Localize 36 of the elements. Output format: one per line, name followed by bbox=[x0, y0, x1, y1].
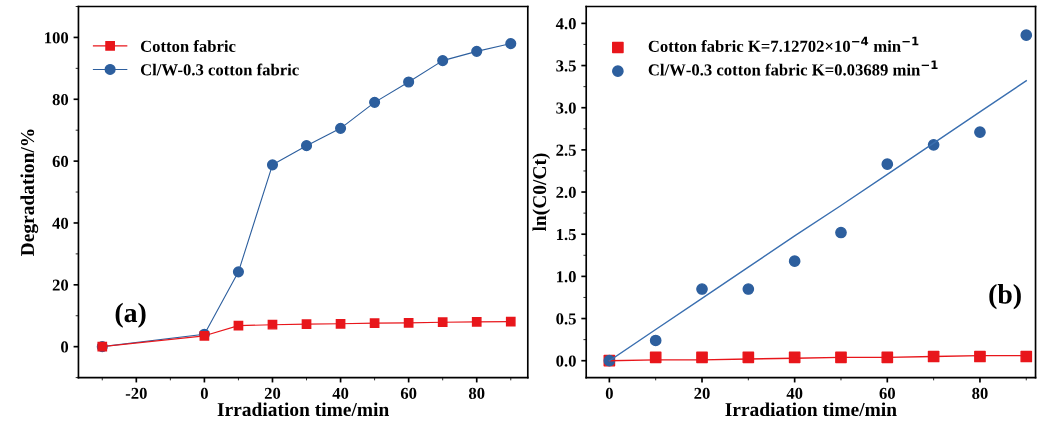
y-tick-label: 1.5 bbox=[556, 228, 576, 241]
y-tick-label: 20 bbox=[52, 279, 69, 291]
y-tick-label: 0 bbox=[61, 341, 69, 353]
legend-label: Cotton fabric K=7.12702×10$^{−4}$ min$^{−1}$ bbox=[648, 36, 919, 52]
x-tick-label: 40 bbox=[786, 387, 803, 400]
x-tick-label: 60 bbox=[400, 387, 417, 400]
y-tick-label: 100 bbox=[45, 32, 69, 44]
x-tick-label: 0 bbox=[605, 387, 613, 400]
y-tick-label: 0.5 bbox=[556, 313, 576, 325]
x-axis-title: Irradiation time/min bbox=[217, 402, 389, 417]
x-tick-label: 60 bbox=[879, 387, 895, 400]
x-tick-label: 40 bbox=[332, 387, 349, 400]
y-tick-label: 4.0 bbox=[555, 18, 576, 30]
y-axis-title: ln(C0/Ct) bbox=[532, 153, 551, 232]
y-tick-label: 1.0 bbox=[556, 271, 576, 283]
x-tick-label: 0 bbox=[200, 387, 208, 400]
legend-label: Cl/W-0.3 cotton fabric bbox=[140, 63, 299, 76]
x-tick-label: -20 bbox=[125, 387, 147, 400]
annotation: (a) bbox=[115, 302, 146, 328]
y-tick-label: 40 bbox=[52, 217, 69, 229]
legend-label: Cotton fabric bbox=[140, 40, 236, 52]
y-axis-title: Degradation/% bbox=[20, 129, 39, 256]
legend-label: Cl/W-0.3 cotton fabric K=0.03689 min$^{−1}$ bbox=[648, 60, 938, 76]
x-axis-title: Irradiation time/min bbox=[725, 402, 897, 417]
x-tick-label: 20 bbox=[264, 387, 281, 400]
y-tick-label: 3.5 bbox=[556, 60, 576, 72]
y-tick-label: 80 bbox=[52, 93, 69, 106]
annotation: (b) bbox=[989, 284, 1021, 310]
y-tick-label: 3.0 bbox=[556, 102, 576, 114]
x-tick-label: 80 bbox=[468, 387, 485, 400]
y-tick-label: 60 bbox=[52, 155, 69, 168]
y-tick-label: 2.5 bbox=[556, 144, 576, 156]
y-tick-label: 2.0 bbox=[556, 186, 576, 199]
y-tick-label: 0.0 bbox=[556, 355, 576, 367]
x-tick-label: 80 bbox=[972, 387, 988, 400]
x-tick-label: 20 bbox=[694, 387, 710, 400]
